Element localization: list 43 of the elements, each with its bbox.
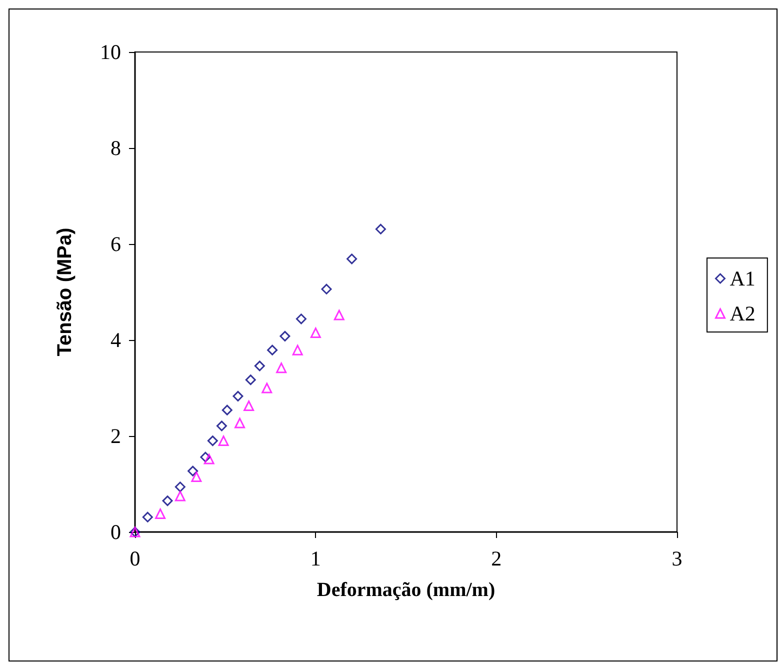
point [155, 508, 166, 520]
point [245, 374, 256, 386]
point [346, 254, 358, 264]
point [262, 382, 272, 394]
point [207, 436, 218, 446]
point [254, 360, 265, 372]
point [174, 482, 186, 492]
y-tick-label: 2 [110, 424, 121, 448]
x-axis-title: Deformação (mm/m) [316, 579, 496, 601]
point [174, 490, 186, 502]
point [162, 496, 173, 506]
x-tick-label: 2 [491, 546, 502, 570]
point [232, 390, 244, 402]
y-tick-label: 6 [110, 232, 121, 256]
y-tick-label: 8 [110, 136, 121, 160]
point [296, 314, 306, 324]
point [310, 328, 321, 338]
point [191, 472, 202, 482]
point [200, 452, 211, 462]
point [244, 400, 254, 412]
point [334, 310, 344, 320]
x-tick-label: 0 [130, 546, 140, 570]
y-tick-label: 10 [100, 40, 121, 64]
point [276, 362, 287, 374]
x-tick-label: 1 [310, 546, 321, 570]
x-tick-label: 3 [672, 546, 682, 570]
legend-label: A1 [730, 266, 756, 290]
y-axis-title: Tensão (MPa) [54, 228, 76, 356]
y-tick-label: 0 [110, 520, 121, 544]
point [218, 436, 229, 446]
point [222, 404, 232, 416]
point [321, 284, 332, 294]
point [234, 418, 246, 428]
point [188, 466, 198, 476]
point [280, 330, 290, 342]
point [292, 344, 303, 356]
legend-label: A2 [730, 302, 756, 326]
point [216, 420, 227, 432]
point [142, 512, 153, 522]
point [204, 454, 214, 464]
point [267, 344, 278, 356]
y-tick-label: 4 [110, 328, 122, 352]
point [375, 224, 386, 234]
